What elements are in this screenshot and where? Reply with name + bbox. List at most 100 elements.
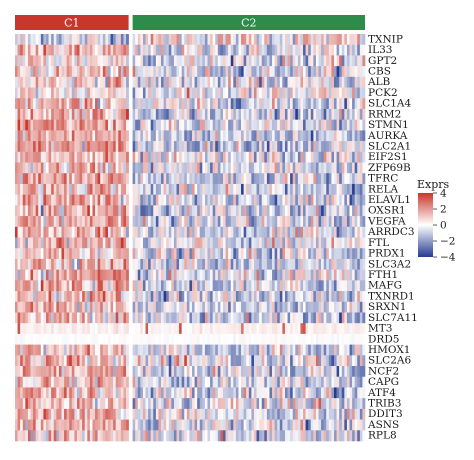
heatmap-cell — [238, 269, 242, 281]
heatmap-cell — [118, 76, 122, 88]
heatmap-cell — [163, 98, 167, 110]
heatmap-cell — [207, 366, 211, 378]
heatmap-cell — [48, 87, 52, 99]
heatmap-cell — [266, 408, 270, 420]
heatmap-cell — [272, 87, 275, 99]
heatmap-cell — [35, 376, 39, 388]
heatmap-cell — [300, 55, 304, 67]
heatmap-cell — [20, 387, 24, 399]
heatmap-cell — [336, 258, 340, 270]
heatmap-cell — [235, 98, 239, 110]
heatmap-cell — [326, 98, 330, 110]
heatmap-cell — [105, 269, 109, 281]
heatmap-cell — [269, 344, 273, 356]
heatmap-cell — [362, 44, 366, 56]
heatmap-cell — [76, 151, 80, 163]
heatmap-cell — [305, 34, 309, 46]
heatmap-cell — [246, 162, 250, 174]
heatmap-cell — [313, 355, 317, 367]
heatmap-cell — [246, 291, 250, 303]
heatmap-cell — [292, 355, 296, 367]
heatmap-cell — [30, 387, 34, 399]
heatmap-cell — [303, 66, 306, 78]
heatmap-cell — [33, 258, 36, 270]
heatmap-cell — [25, 76, 29, 88]
heatmap-cell — [43, 280, 47, 292]
heatmap-cell — [158, 258, 162, 270]
heatmap-cell — [359, 55, 363, 67]
heatmap-cell — [158, 130, 162, 142]
heatmap-cell — [352, 44, 355, 56]
heatmap-cell — [331, 366, 335, 378]
heatmap-cell — [277, 248, 281, 260]
heatmap-cell — [61, 108, 65, 120]
heatmap-cell — [334, 408, 337, 420]
heatmap-cell — [89, 323, 93, 335]
heatmap-cell — [277, 87, 281, 99]
heatmap-cell — [315, 398, 319, 410]
heatmap-cell — [87, 162, 91, 174]
heatmap-cell — [76, 66, 80, 78]
heatmap-cell — [132, 408, 136, 420]
heatmap-cell — [71, 151, 75, 163]
heatmap-cell — [155, 216, 159, 228]
heatmap-cell — [321, 280, 324, 292]
heatmap-cell — [339, 366, 343, 378]
heatmap-cell — [110, 108, 114, 120]
heatmap-cell — [126, 183, 129, 195]
heatmap-cell — [339, 205, 343, 217]
heatmap-cell — [282, 258, 286, 270]
heatmap-cell — [220, 258, 224, 270]
heatmap-cell — [76, 34, 80, 46]
heatmap-cell — [110, 98, 114, 110]
heatmap-cell — [290, 130, 293, 142]
heatmap-cell — [89, 76, 93, 88]
heatmap-cell — [74, 323, 78, 335]
heatmap-cell — [123, 98, 127, 110]
heatmap-cell — [228, 226, 232, 238]
heatmap-cell — [79, 76, 83, 88]
heatmap-cell — [118, 141, 122, 153]
heatmap-cell — [20, 183, 24, 195]
heatmap-cell — [243, 237, 247, 249]
heatmap-cell — [120, 355, 124, 367]
heatmap-cell — [173, 323, 177, 335]
heatmap-cell — [184, 258, 188, 270]
heatmap-cell — [295, 194, 299, 206]
heatmap-cell — [118, 408, 122, 420]
heatmap-cell — [76, 76, 80, 88]
heatmap-cell — [341, 216, 345, 228]
heatmap-cell — [92, 376, 96, 388]
heatmap-cell — [76, 301, 80, 313]
heatmap-cell — [148, 119, 151, 131]
heatmap-cell — [215, 87, 219, 99]
heatmap-cell — [113, 269, 116, 281]
heatmap-cell — [194, 237, 198, 249]
heatmap-cell — [110, 366, 114, 378]
heatmap-cell — [76, 398, 80, 410]
heatmap-cell — [110, 419, 114, 431]
heatmap-cell — [308, 162, 312, 174]
heatmap-cell — [153, 366, 157, 378]
heatmap-cell — [115, 130, 119, 142]
heatmap-cell — [215, 162, 219, 174]
heatmap-cell — [287, 216, 291, 228]
heatmap-cell — [346, 237, 350, 249]
heatmap-cell — [150, 173, 154, 185]
heatmap-cell — [76, 141, 80, 153]
heatmap-cell — [51, 387, 55, 399]
heatmap-cell — [279, 108, 283, 120]
heatmap-cell — [352, 301, 355, 313]
heatmap-cell — [51, 269, 55, 281]
heatmap-cell — [243, 151, 247, 163]
heatmap-cell — [84, 280, 88, 292]
heatmap-cell — [140, 344, 144, 356]
heatmap-cell — [66, 108, 70, 120]
heatmap-cell — [235, 258, 239, 270]
heatmap-cell — [184, 344, 188, 356]
heatmap-cell — [166, 108, 170, 120]
heatmap-cell — [192, 141, 195, 153]
heatmap-cell — [120, 151, 124, 163]
heatmap-cell — [357, 376, 361, 388]
heatmap-cell — [259, 108, 263, 120]
